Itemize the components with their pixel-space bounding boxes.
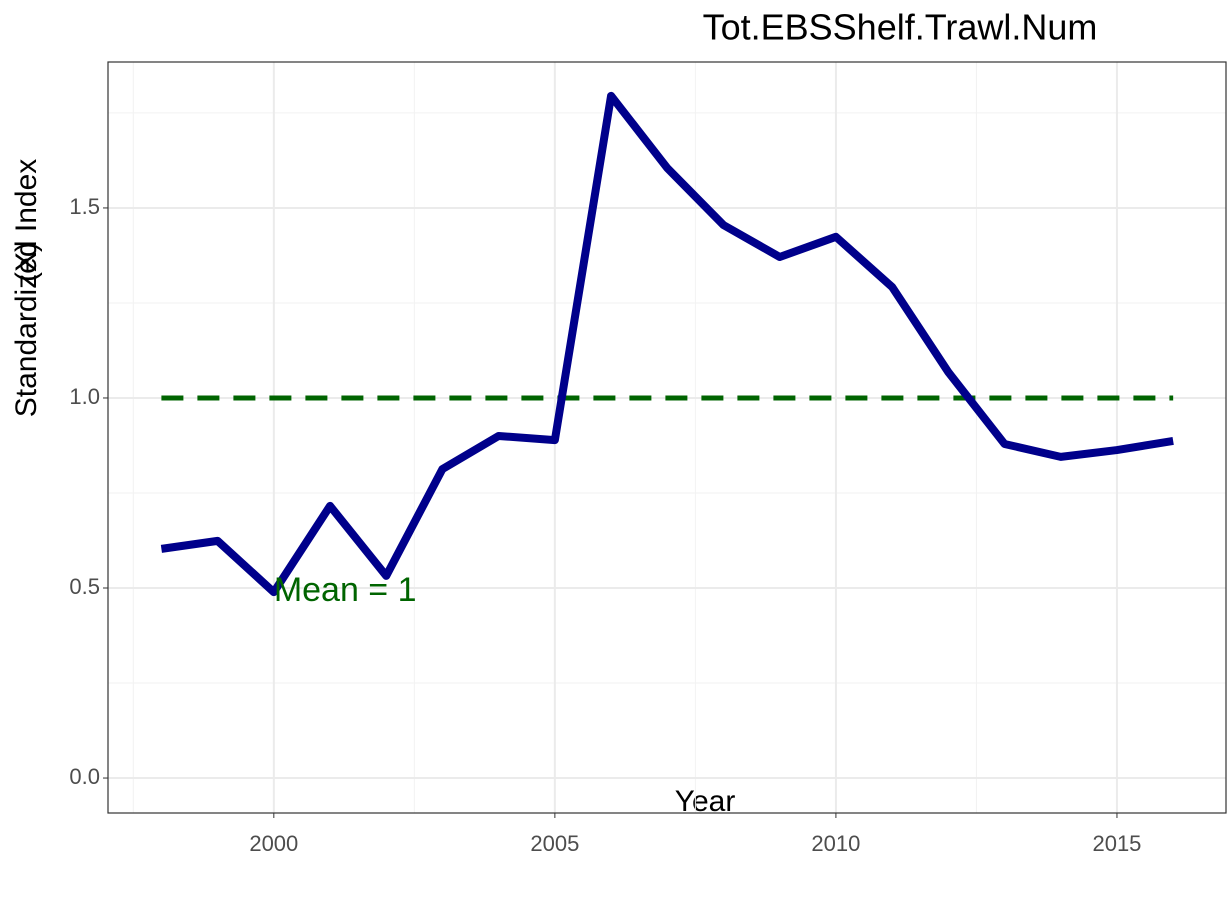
y-axis-title: Standardized Index (10, 159, 43, 418)
x-tick-label: 2010 (811, 831, 860, 856)
y-axis-title-overlay: (X) (10, 242, 43, 282)
x-tick-label: 2015 (1092, 831, 1141, 856)
y-tick-label: 1.0 (69, 384, 100, 409)
annotation: Mean = 1 (274, 571, 417, 609)
y-tick-label: 1.5 (69, 194, 100, 219)
chart-title: Tot.EBSShelf.Trawl.Num (703, 7, 1098, 48)
x-tick-label: 2005 (530, 831, 579, 856)
plot-border (107, 61, 1227, 814)
y-tick-label: 0.0 (69, 764, 100, 789)
y-tick-label: 0.5 (69, 574, 100, 599)
x-tick-label: 2000 (249, 831, 298, 856)
data-line (160, 91, 1174, 597)
